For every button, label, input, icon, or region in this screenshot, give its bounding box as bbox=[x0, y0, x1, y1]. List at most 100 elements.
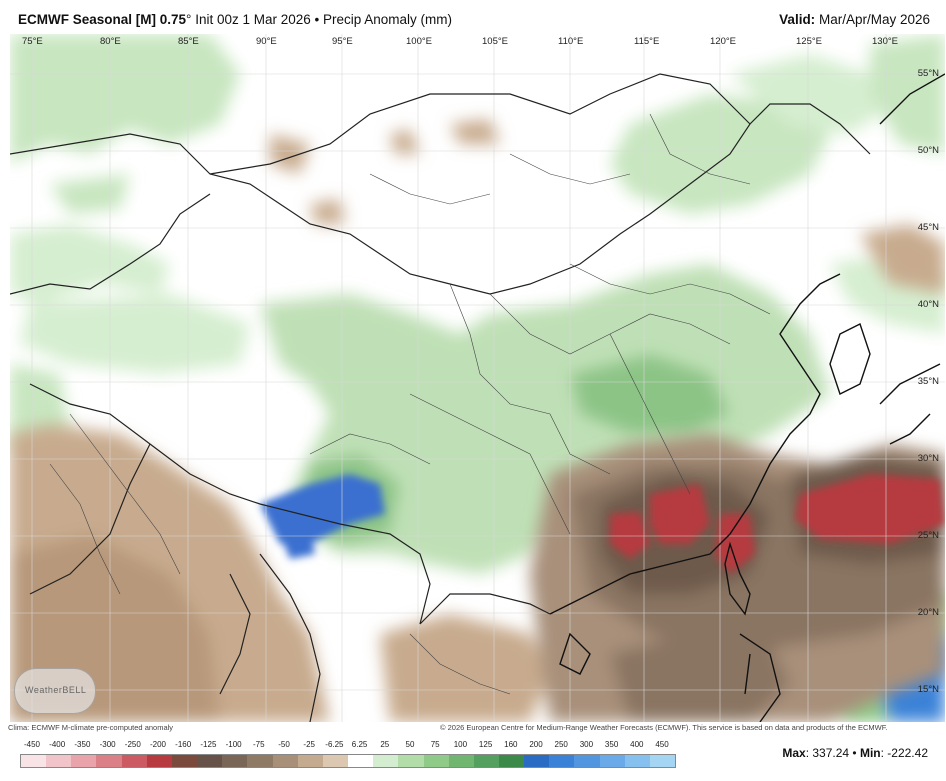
legend-tick-label: -6.25 bbox=[325, 740, 344, 749]
lon-label-125e: 125°E bbox=[796, 36, 822, 47]
legend-tick-label: -300 bbox=[99, 740, 116, 749]
lon-label-130e: 130°E bbox=[872, 36, 898, 47]
legend-tick-label: -125 bbox=[200, 740, 217, 749]
legend-tick-label: -25 bbox=[303, 740, 315, 749]
lon-label-75e: 75°E bbox=[22, 36, 43, 47]
map-canvas bbox=[10, 34, 945, 722]
legend-color-bar bbox=[20, 754, 676, 768]
lat-label-40n: 40°N bbox=[917, 299, 939, 310]
legend-tick-label: -250 bbox=[124, 740, 141, 749]
ecmwf-copyright: © 2026 European Centre for Medium-Range … bbox=[440, 723, 888, 732]
lat-label-50n: 50°N bbox=[917, 145, 939, 156]
lat-label-55n: 55°N bbox=[917, 68, 939, 79]
legend-swatch bbox=[272, 755, 298, 767]
legend-tick-label: 450 bbox=[655, 740, 669, 749]
lat-label-25n: 25°N bbox=[917, 530, 939, 541]
max-value: : 337.24 • bbox=[805, 746, 857, 760]
map-title-model: ECMWF Seasonal [M] 0.75 bbox=[18, 12, 187, 27]
map-title: ECMWF Seasonal [M] 0.75° Init 00z 1 Mar … bbox=[18, 12, 452, 27]
legend-swatch bbox=[624, 755, 650, 767]
weatherbell-logo: WeatherBELL bbox=[14, 668, 96, 714]
map-header: ECMWF Seasonal [M] 0.75° Init 00z 1 Mar … bbox=[0, 0, 946, 34]
lat-label-35n: 35°N bbox=[917, 376, 939, 387]
lon-label-105e: 105°E bbox=[482, 36, 508, 47]
map-title-details: ° Init 00z 1 Mar 2026 • Precip Anomaly (… bbox=[186, 12, 453, 27]
legend-tick-label: 300 bbox=[579, 740, 594, 749]
lat-label-30n: 30°N bbox=[917, 453, 939, 464]
lon-label-85e: 85°E bbox=[178, 36, 199, 47]
legend-swatch bbox=[96, 755, 122, 767]
precip-anomaly-map: 75°E 80°E 85°E 90°E 95°E 100°E 105°E 110… bbox=[10, 34, 945, 722]
legend-swatch bbox=[171, 755, 198, 767]
legend-swatch bbox=[146, 755, 172, 767]
lon-label-90e: 90°E bbox=[256, 36, 277, 47]
legend-tick-label: 6.25 bbox=[351, 740, 368, 749]
max-label: Max bbox=[782, 746, 806, 760]
legend-swatch bbox=[71, 755, 97, 767]
legend-swatch bbox=[297, 755, 323, 767]
legend-tick-label: -160 bbox=[175, 740, 192, 749]
legend-swatch bbox=[197, 755, 223, 767]
legend-swatch bbox=[498, 755, 525, 767]
legend-swatch bbox=[574, 755, 600, 767]
country-borders bbox=[10, 73, 871, 722]
legend-swatch bbox=[348, 755, 374, 767]
legend-tick-label: 125 bbox=[478, 740, 493, 749]
legend-swatch bbox=[448, 755, 474, 767]
legend-tick-label: 250 bbox=[554, 740, 568, 749]
legend-tick-label: 100 bbox=[453, 740, 468, 749]
color-legend: -450 -400 -350 -300 -250 -200 -160 -125 -100 -75 -… bbox=[20, 740, 676, 774]
legend-tick-label: 25 bbox=[380, 740, 390, 749]
legend-swatch bbox=[599, 755, 625, 767]
legend-swatch bbox=[649, 755, 676, 767]
legend-swatch bbox=[524, 755, 550, 767]
climatology-credit: Clima: ECMWF M-climate pre-computed anom… bbox=[8, 723, 174, 732]
valid-label: Valid: bbox=[779, 12, 816, 27]
legend-swatch bbox=[473, 755, 499, 767]
legend-swatch bbox=[398, 755, 424, 767]
legend-tick-label: -50 bbox=[278, 740, 290, 749]
legend-swatch bbox=[373, 755, 399, 767]
legend-tick-label: 160 bbox=[504, 740, 518, 749]
min-label: Min bbox=[859, 746, 881, 760]
lon-label-110e: 110°E bbox=[558, 36, 584, 47]
strong-wet-cores bbox=[260, 474, 385, 559]
legend-tick-label: -100 bbox=[225, 740, 242, 749]
lat-lon-grid bbox=[10, 34, 945, 722]
lat-label-20n: 20°N bbox=[917, 607, 939, 618]
legend-swatch bbox=[121, 755, 147, 767]
legend-swatch bbox=[21, 755, 47, 767]
legend-swatch bbox=[423, 755, 449, 767]
legend-tick-label: -75 bbox=[253, 740, 265, 749]
legend-tick-label: 75 bbox=[430, 740, 440, 749]
legend-tick-label: 200 bbox=[529, 740, 543, 749]
lat-label-45n: 45°N bbox=[917, 222, 939, 233]
legend-ticks: -450 -400 -350 -300 -250 -200 -160 -125 -100 -75 -… bbox=[20, 740, 674, 752]
legend-swatch bbox=[247, 755, 273, 767]
legend-swatch bbox=[222, 755, 248, 767]
lon-label-120e: 120°E bbox=[710, 36, 736, 47]
legend-tick-label: -400 bbox=[49, 740, 66, 749]
lon-label-115e: 115°E bbox=[634, 36, 660, 47]
legend-tick-label: 50 bbox=[405, 740, 415, 749]
legend-swatch bbox=[549, 755, 575, 767]
lon-label-100e: 100°E bbox=[406, 36, 432, 47]
lon-label-80e: 80°E bbox=[100, 36, 121, 47]
lat-label-15n: 15°N bbox=[917, 684, 939, 695]
valid-value: Mar/Apr/May 2026 bbox=[818, 12, 930, 27]
valid-period: Valid: Mar/Apr/May 2026 bbox=[779, 12, 930, 27]
credits-bar: Clima: ECMWF M-climate pre-computed anom… bbox=[0, 722, 946, 734]
legend-tick-label: -200 bbox=[149, 740, 167, 749]
max-min-stats: Max: 337.24 • Min: -222.42 bbox=[782, 746, 928, 760]
coastline bbox=[549, 73, 945, 722]
legend-tick-label: 400 bbox=[630, 740, 644, 749]
legend-swatch bbox=[322, 755, 349, 767]
legend-tick-label: -350 bbox=[74, 740, 91, 749]
min-value: : -222.42 bbox=[880, 746, 928, 760]
province-borders bbox=[49, 113, 771, 695]
legend-tick-label: 350 bbox=[604, 740, 619, 749]
strong-dry-cores bbox=[610, 474, 945, 574]
legend-swatch bbox=[46, 755, 72, 767]
legend-tick-label: -450 bbox=[23, 740, 41, 749]
lon-label-95e: 95°E bbox=[332, 36, 353, 47]
